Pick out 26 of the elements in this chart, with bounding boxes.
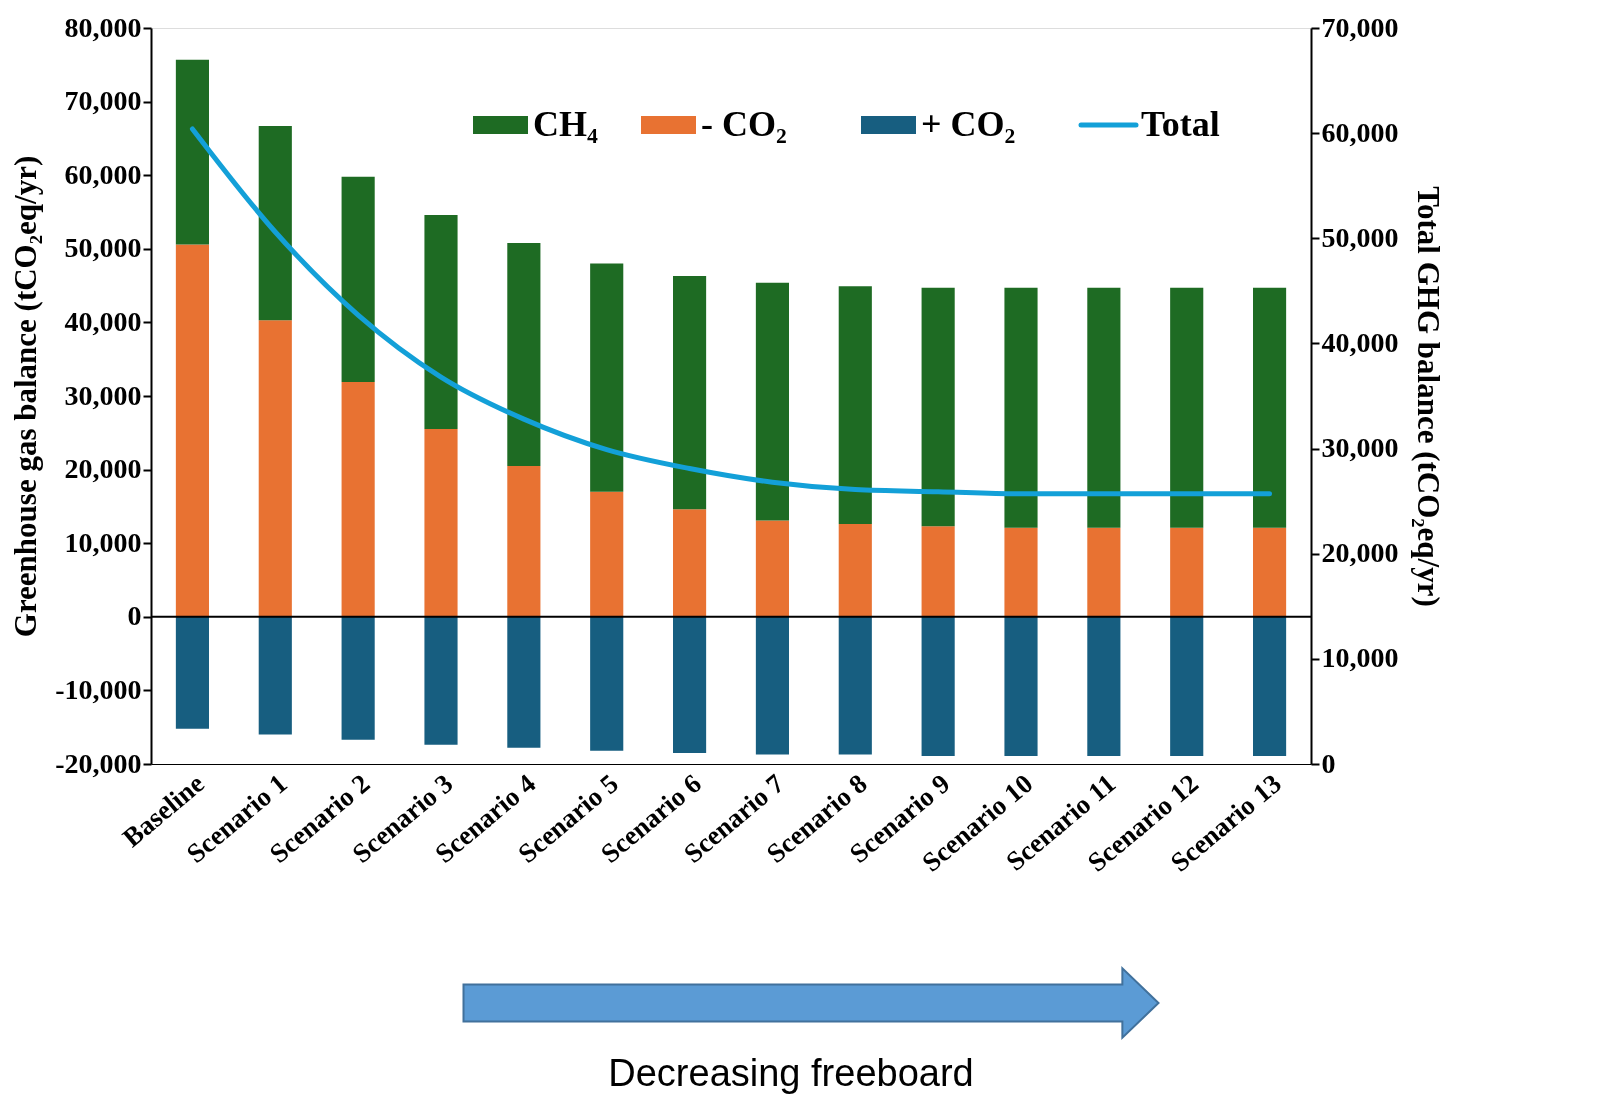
y2-axis-title: Total GHG balance (tCO₂eq/yr)	[1410, 186, 1446, 607]
y-tick-label: 10,000	[64, 526, 142, 558]
y2-tick-label: 70,000	[1321, 11, 1399, 43]
y2-tick-label: 50,000	[1321, 221, 1399, 253]
text: Decreasing freeboard	[608, 1052, 974, 1094]
legend-label: CH₄	[533, 104, 598, 144]
y-tick-label: 40,000	[64, 305, 142, 337]
y-tick-label: 0	[127, 600, 142, 632]
legend-label: Total	[1141, 104, 1220, 144]
y-tick-label: 70,000	[64, 85, 142, 117]
y-tick-label: 60,000	[64, 158, 142, 190]
y2-tick-label: 0	[1321, 747, 1336, 779]
y-tick-label: 20,000	[64, 453, 142, 485]
legend-label: - CO₂	[701, 104, 787, 144]
y2-tick-label: 20,000	[1321, 537, 1399, 569]
y2-tick-label: 40,000	[1321, 326, 1399, 358]
y-tick-label: 50,000	[64, 232, 142, 264]
y2-tick-label: 10,000	[1321, 642, 1399, 674]
y2-tick-label: 30,000	[1321, 432, 1399, 464]
legend-label: + CO₂	[921, 104, 1016, 144]
y-tick-label: 80,000	[64, 11, 142, 43]
y-tick-label: 30,000	[64, 379, 142, 411]
y2-tick-label: 60,000	[1321, 116, 1399, 148]
y-tick-label: -10,000	[55, 673, 142, 705]
y-tick-label: -20,000	[55, 747, 142, 779]
y-axis-title: Greenhouse gas balance (tCO₂eq/yr)	[8, 155, 44, 638]
